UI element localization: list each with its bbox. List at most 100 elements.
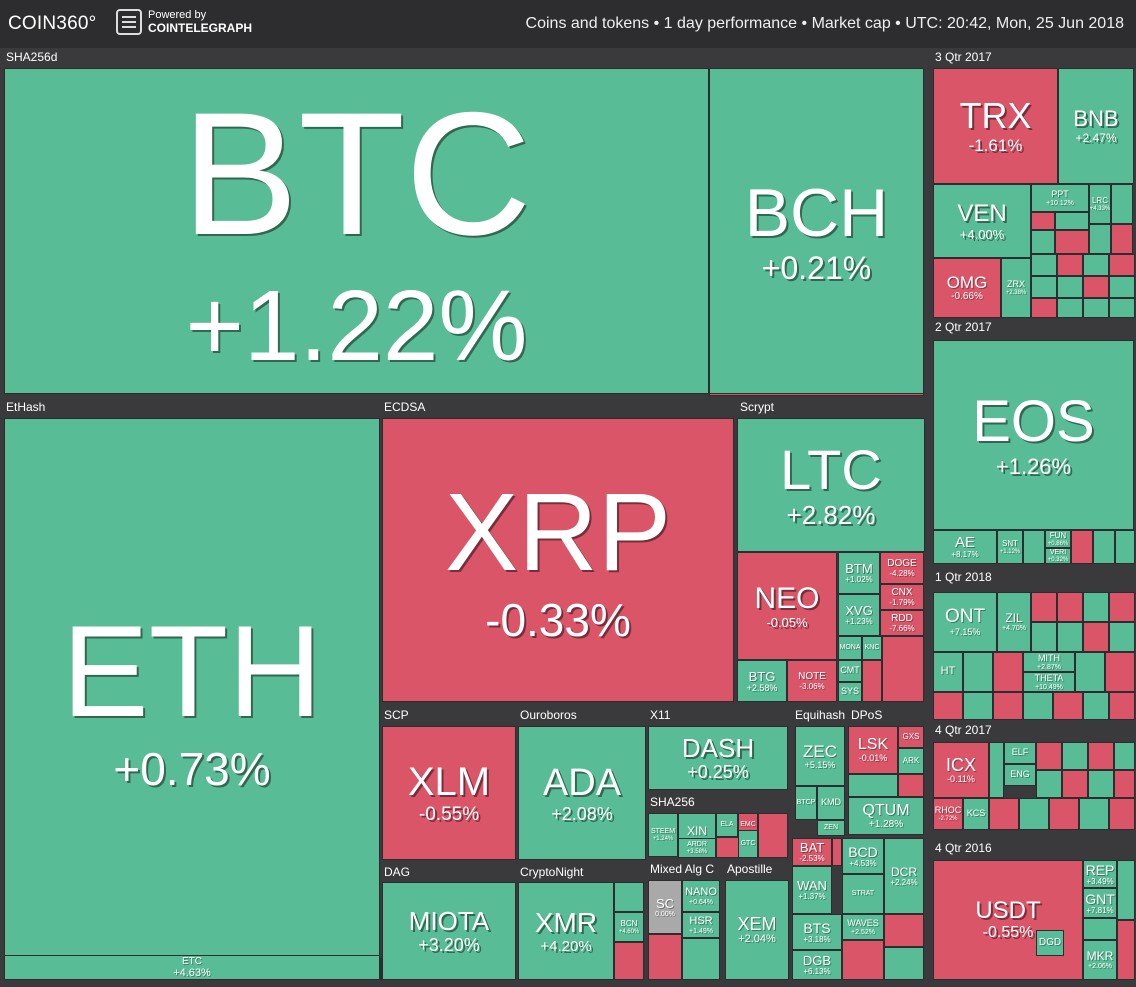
coin-tile-small[interactable] [963, 692, 993, 720]
coin-tile-veri[interactable]: VERI +0.32% [1045, 548, 1071, 564]
coin-tile-small[interactable] [1062, 770, 1088, 798]
group-label-sha256[interactable]: SHA256 [650, 795, 695, 809]
coin-tile-zec[interactable]: ZEC +5.15% [795, 726, 845, 786]
coin-tile-ltc[interactable]: LTC +2.82% [737, 418, 925, 552]
coin-tile-rep[interactable]: REP +3.49% [1083, 860, 1117, 888]
coin-tile-small[interactable] [1083, 692, 1109, 720]
coin-tile-small[interactable] [1031, 212, 1055, 230]
coin-tile-small[interactable] [842, 940, 884, 980]
coin-tile-hsr[interactable]: HSR +1.49% [682, 912, 720, 938]
group-label-q4-2017[interactable]: 4 Qtr 2017 [935, 723, 992, 737]
coin-tile-small[interactable] [1109, 692, 1135, 720]
coin-tile-small[interactable] [1105, 652, 1135, 692]
filter-summary[interactable]: Coins and tokens • 1 day performance • M… [525, 15, 1124, 32]
coin-tile-small[interactable] [1019, 798, 1049, 830]
coin-tile-gxs[interactable]: GXS [898, 726, 924, 748]
coin-tile-small[interactable] [1057, 622, 1083, 652]
coin-tile-btcp[interactable]: BTCP [795, 786, 817, 820]
coin-tile-bts[interactable]: BTS +3.18% [792, 914, 842, 950]
coin-tile-waves[interactable]: WAVES +2.52% [842, 914, 884, 940]
group-label-ethash[interactable]: EtHash [6, 400, 46, 414]
coin-tile-gtc[interactable]: GTC [738, 830, 758, 858]
coin-tile-small[interactable] [614, 882, 644, 912]
coin-tile-gnt[interactable]: GNT +7.81% [1083, 888, 1117, 918]
coin-tile-small[interactable] [648, 934, 682, 980]
coin-tile-small[interactable] [989, 798, 1019, 830]
coin-tile-small[interactable] [1031, 276, 1057, 298]
coin-tile-icx[interactable]: ICX -0.11% [933, 742, 989, 798]
coin-tile-small[interactable] [1083, 918, 1117, 940]
coin-tile-eth[interactable]: ETH +0.73% [4, 418, 380, 980]
coin-tile-dgd[interactable]: DGD [1036, 930, 1064, 956]
coin-tile-ht[interactable]: HT [933, 652, 963, 692]
coin-tile-bch[interactable]: BCH +0.21% [709, 68, 924, 394]
coin-tile-elf[interactable]: ELF [1004, 742, 1036, 764]
group-label-q1-2018[interactable]: 1 Qtr 2018 [935, 570, 992, 584]
coin-tile-trx[interactable]: TRX -1.61% [933, 68, 1058, 184]
coin-tile-zrx[interactable]: ZRX +2.38% [1001, 258, 1031, 318]
group-label-q4-2016[interactable]: 4 Qtr 2016 [935, 841, 992, 855]
coin-tile-small[interactable] [1088, 770, 1114, 798]
coin-tile-small[interactable] [963, 652, 993, 692]
coin-tile-small[interactable] [1071, 530, 1093, 564]
coin-tile-small[interactable] [1023, 692, 1053, 720]
coin-tile-eos[interactable]: EOS +1.26% [933, 340, 1134, 530]
coin-tile-small[interactable] [993, 652, 1023, 692]
powered-by-block[interactable]: Powered by COINTELEGRAPH [116, 9, 252, 35]
coin-tile-eng[interactable]: ENG [1004, 764, 1036, 786]
coin-tile-small[interactable] [1115, 530, 1135, 564]
coin-tile-xlm[interactable]: XLM -0.55% [382, 726, 516, 860]
coin-tile-lrc[interactable]: LRC +4.33% [1089, 184, 1111, 224]
group-label-dag[interactable]: DAG [384, 865, 411, 879]
coin-tile-small[interactable] [848, 774, 898, 797]
coin-tile-ela[interactable]: ELA [716, 813, 738, 837]
coin-tile-omg[interactable]: OMG -0.66% [933, 258, 1001, 318]
group-label-dpos[interactable]: DPoS [851, 708, 883, 722]
coin-tile-small[interactable] [884, 914, 924, 947]
coin-tile-dash[interactable]: DASH +0.25% [648, 726, 788, 790]
coin-tile-small[interactable] [1057, 298, 1083, 318]
coin-tile-small[interactable] [1049, 798, 1079, 830]
group-label-q3-2017[interactable]: 3 Qtr 2017 [935, 50, 992, 64]
coin-tile-ont[interactable]: ONT +7.15% [933, 592, 997, 652]
coin-tile-sc[interactable]: SC 0.00% [648, 880, 682, 934]
coin-tile-doge[interactable]: DOGE -4.28% [880, 552, 924, 584]
coin-tile-bnb[interactable]: BNB +2.47% [1058, 68, 1134, 184]
coin-tile-small[interactable] [1083, 592, 1109, 622]
coin-tile-ppt[interactable]: PPT +10.12% [1031, 184, 1089, 212]
coin-tile-strat[interactable]: STRAT [842, 874, 884, 914]
coin-tile-sys[interactable]: SYS [838, 682, 862, 702]
coin-tile-small[interactable] [1055, 230, 1089, 254]
group-label-scrypt[interactable]: Scrypt [740, 400, 775, 414]
coin-tile-small[interactable] [1089, 224, 1111, 254]
coin-tile-ae[interactable]: AE +8.17% [933, 530, 997, 564]
coin-tile-small[interactable] [1117, 920, 1135, 980]
coin-tile-small[interactable] [832, 838, 842, 866]
coin-tile-fun[interactable]: FUN +0.86% [1045, 530, 1071, 548]
coin-tile-mkr[interactable]: MKR +2.06% [1083, 940, 1117, 980]
coin-tile-small[interactable] [1062, 742, 1088, 770]
group-label-x11[interactable]: X11 [650, 708, 671, 722]
coin-tile-small[interactable] [1109, 622, 1135, 652]
coin-tile-small[interactable] [1093, 530, 1115, 564]
coin-tile-note[interactable]: NOTE -3.06% [787, 660, 837, 702]
coin-tile-rdd[interactable]: RDD -7.66% [880, 610, 924, 636]
group-label-ouroboros[interactable]: Ouroboros [520, 708, 577, 722]
coin-tile-small[interactable] [1111, 224, 1133, 254]
coin-tile-small[interactable] [1036, 770, 1062, 798]
coin-tile-small[interactable] [1057, 276, 1083, 298]
coin-tile-bat[interactable]: BAT -2.53% [792, 838, 832, 866]
coin-tile-ardr[interactable]: ARDR +3.58% [678, 838, 716, 858]
coin-tile-small[interactable] [614, 942, 644, 980]
coin-tile-btm[interactable]: BTM +1.02% [838, 552, 880, 594]
coin-tile-small[interactable] [898, 774, 924, 797]
coin-tile-small[interactable] [884, 947, 924, 980]
coin-tile-nano[interactable]: NANO +0.64% [682, 880, 720, 912]
coin-tile-mith[interactable]: MITH +2.87% [1023, 652, 1075, 672]
coin-tile-small[interactable] [1031, 254, 1057, 276]
coin-tile-small[interactable] [1083, 276, 1109, 298]
coin-tile-small[interactable] [1055, 212, 1089, 230]
coin-tile-zen[interactable]: ZEN [817, 820, 845, 836]
coin-tile-small[interactable] [682, 938, 720, 980]
group-label-cryptonight[interactable]: CryptoNight [520, 865, 584, 879]
